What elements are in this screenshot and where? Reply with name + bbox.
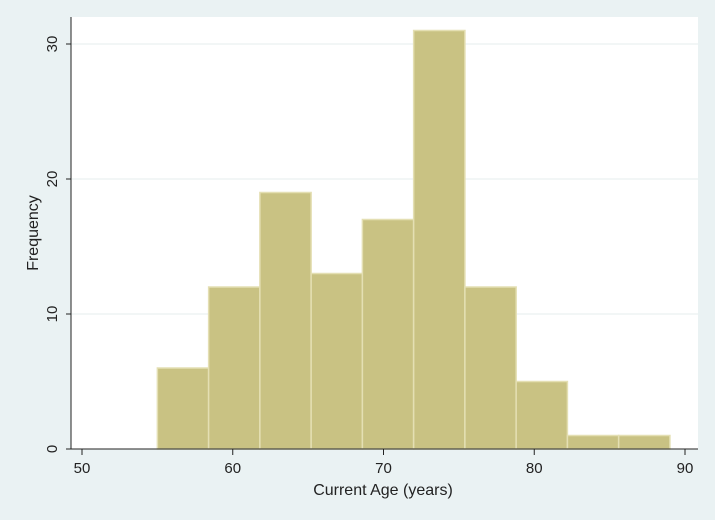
histogram-bar	[259, 191, 312, 450]
x-axis-ticks: 50 60 70 80 90	[74, 449, 694, 477]
x-tick-label: 60	[224, 460, 241, 477]
y-axis-title: Frequency	[25, 195, 42, 271]
histogram-bar	[464, 286, 517, 450]
y-tick-label: 10	[44, 306, 61, 323]
histogram-bar	[515, 380, 569, 450]
histogram-bar	[617, 434, 671, 450]
x-axis-title: Current Age (years)	[313, 482, 453, 499]
histogram-bar	[412, 29, 466, 450]
x-tick-label: 50	[74, 460, 91, 477]
bars	[156, 29, 671, 450]
y-tick-label: 0	[44, 445, 61, 453]
histogram-bar	[156, 367, 210, 450]
y-axis-ticks: 0 10 20 30	[44, 36, 71, 453]
histogram-bar	[207, 286, 261, 450]
x-tick-label: 70	[375, 460, 392, 477]
x-tick-label: 90	[677, 460, 694, 477]
histogram-bar	[361, 218, 415, 450]
histogram-bar	[566, 434, 620, 450]
x-tick-label: 80	[526, 460, 543, 477]
y-tick-label: 20	[44, 171, 61, 188]
histogram-bar	[310, 272, 364, 450]
y-tick-label: 30	[44, 36, 61, 53]
